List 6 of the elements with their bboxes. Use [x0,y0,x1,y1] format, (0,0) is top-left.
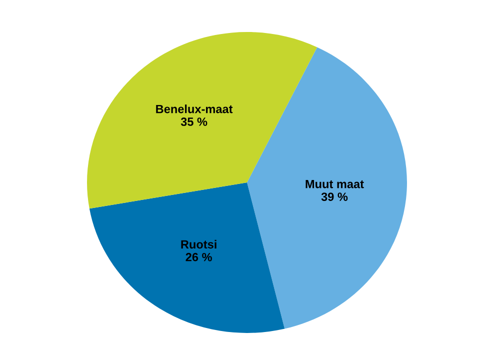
data-label: 26 % [186,252,212,262]
data-label: 35 % [180,118,208,126]
data-label: 39 % [321,192,348,201]
slice-label: Ruotsi [181,240,216,249]
slice-label: Benelux-maat [156,104,233,114]
slice-label: Muut maat [306,180,364,188]
